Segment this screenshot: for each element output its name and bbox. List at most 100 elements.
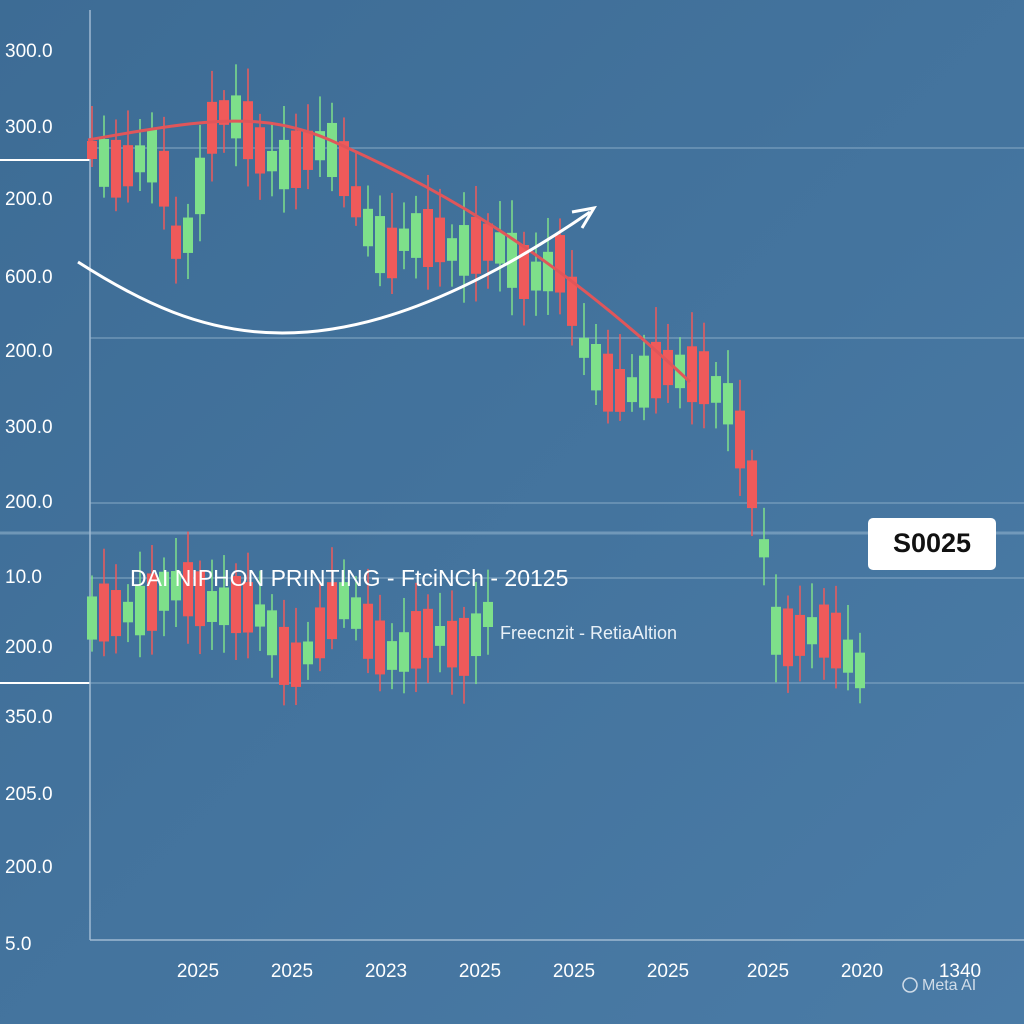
candle-body (495, 232, 505, 264)
candle-body (459, 617, 469, 676)
candle-body (711, 376, 721, 403)
candle-body (363, 208, 373, 247)
y-tick-label: 300.0 (5, 117, 53, 138)
y-tick-label: 200.0 (5, 492, 53, 513)
candle-body (459, 225, 469, 276)
candle-body (531, 261, 541, 291)
candle-body (423, 608, 433, 658)
candle-body (291, 642, 301, 687)
candle-body (735, 410, 745, 469)
chart-subtitle: Freecnzit - RetiaAltion (500, 623, 677, 643)
y-tick-label: 200.0 (5, 189, 53, 210)
candle-body (663, 349, 673, 386)
candle-body (219, 587, 229, 626)
candle-body (591, 344, 601, 391)
candle-body (627, 377, 637, 403)
candle-body (99, 139, 109, 187)
x-tick-label: 2025 (271, 961, 313, 982)
candle-body (279, 139, 289, 190)
candle-body (759, 539, 769, 558)
candle-body (231, 95, 241, 139)
candle-body (183, 217, 193, 253)
candle-body (243, 101, 253, 160)
candle-body (651, 341, 661, 399)
candle-body (807, 617, 817, 645)
x-tick-label: 2025 (647, 961, 689, 982)
y-tick-label: 205.0 (5, 784, 53, 805)
candle-body (387, 641, 397, 670)
candle-body (555, 235, 565, 293)
candle-body (375, 216, 385, 274)
badge: S0025 (893, 528, 971, 558)
watermark-icon (902, 977, 918, 993)
x-tick-label: 2023 (365, 961, 407, 982)
candle-body (207, 101, 217, 154)
forecast-curve (77, 210, 591, 335)
y-tick-label: 200.0 (5, 637, 53, 658)
candle-body (303, 130, 313, 170)
candle-body (339, 141, 349, 197)
candle-body (207, 591, 217, 622)
candle-body (399, 228, 409, 251)
candle-body (483, 601, 493, 627)
candle-body (855, 652, 865, 689)
x-tick-label: 2025 (459, 961, 501, 982)
candle-body (471, 613, 481, 657)
candle-body (375, 620, 385, 675)
candle-body (111, 590, 121, 637)
candle-body (795, 614, 805, 656)
candle-body (147, 129, 157, 183)
candle-body (87, 596, 97, 640)
candle-body (723, 383, 733, 425)
candle-body (639, 355, 649, 408)
candle-body (135, 145, 145, 173)
candle-body (255, 604, 265, 627)
candle-body (447, 620, 457, 668)
y-tick-label: 600.0 (5, 267, 53, 288)
candle-body (315, 607, 325, 659)
trend-curve (87, 119, 692, 384)
candle-body (159, 150, 169, 207)
candle-body (279, 626, 289, 685)
candle-body (339, 582, 349, 620)
y-tick-label: 300.0 (5, 41, 53, 62)
candle-body (423, 209, 433, 268)
candle-body (111, 139, 121, 198)
candle-body (747, 460, 757, 509)
candle-body (363, 603, 373, 659)
candle-body (99, 583, 109, 642)
x-tick-label: 2025 (553, 961, 595, 982)
candle-body (819, 604, 829, 658)
candle-body (195, 157, 205, 215)
candle-body (831, 612, 841, 669)
y-tick-label: 200.0 (5, 857, 53, 878)
candle-body (243, 582, 253, 633)
badge-box (868, 518, 996, 570)
y-tick-label: 350.0 (5, 707, 53, 728)
candle-body (171, 225, 181, 259)
candle-body (327, 122, 337, 178)
y-tick-label: 10.0 (5, 567, 42, 588)
candle-body (267, 150, 277, 172)
candle-body (351, 186, 361, 218)
candle-body (615, 369, 625, 412)
candle-body (255, 127, 265, 174)
candle-body (435, 625, 445, 646)
candle-body (123, 601, 133, 623)
candle-body (159, 571, 169, 611)
candle-body (87, 141, 97, 159)
candle-body (771, 606, 781, 655)
candle-body (699, 351, 709, 405)
candle-body (231, 576, 241, 634)
x-tick-label: 2025 (747, 961, 789, 982)
candle-body (219, 100, 229, 125)
candle-body (843, 639, 853, 673)
y-tick-label: 300.0 (5, 417, 53, 438)
candle-body (147, 573, 157, 631)
candle-body (123, 145, 133, 187)
candle-body (447, 238, 457, 261)
candle-body (435, 217, 445, 263)
y-tick-label: 5.0 (5, 934, 31, 955)
